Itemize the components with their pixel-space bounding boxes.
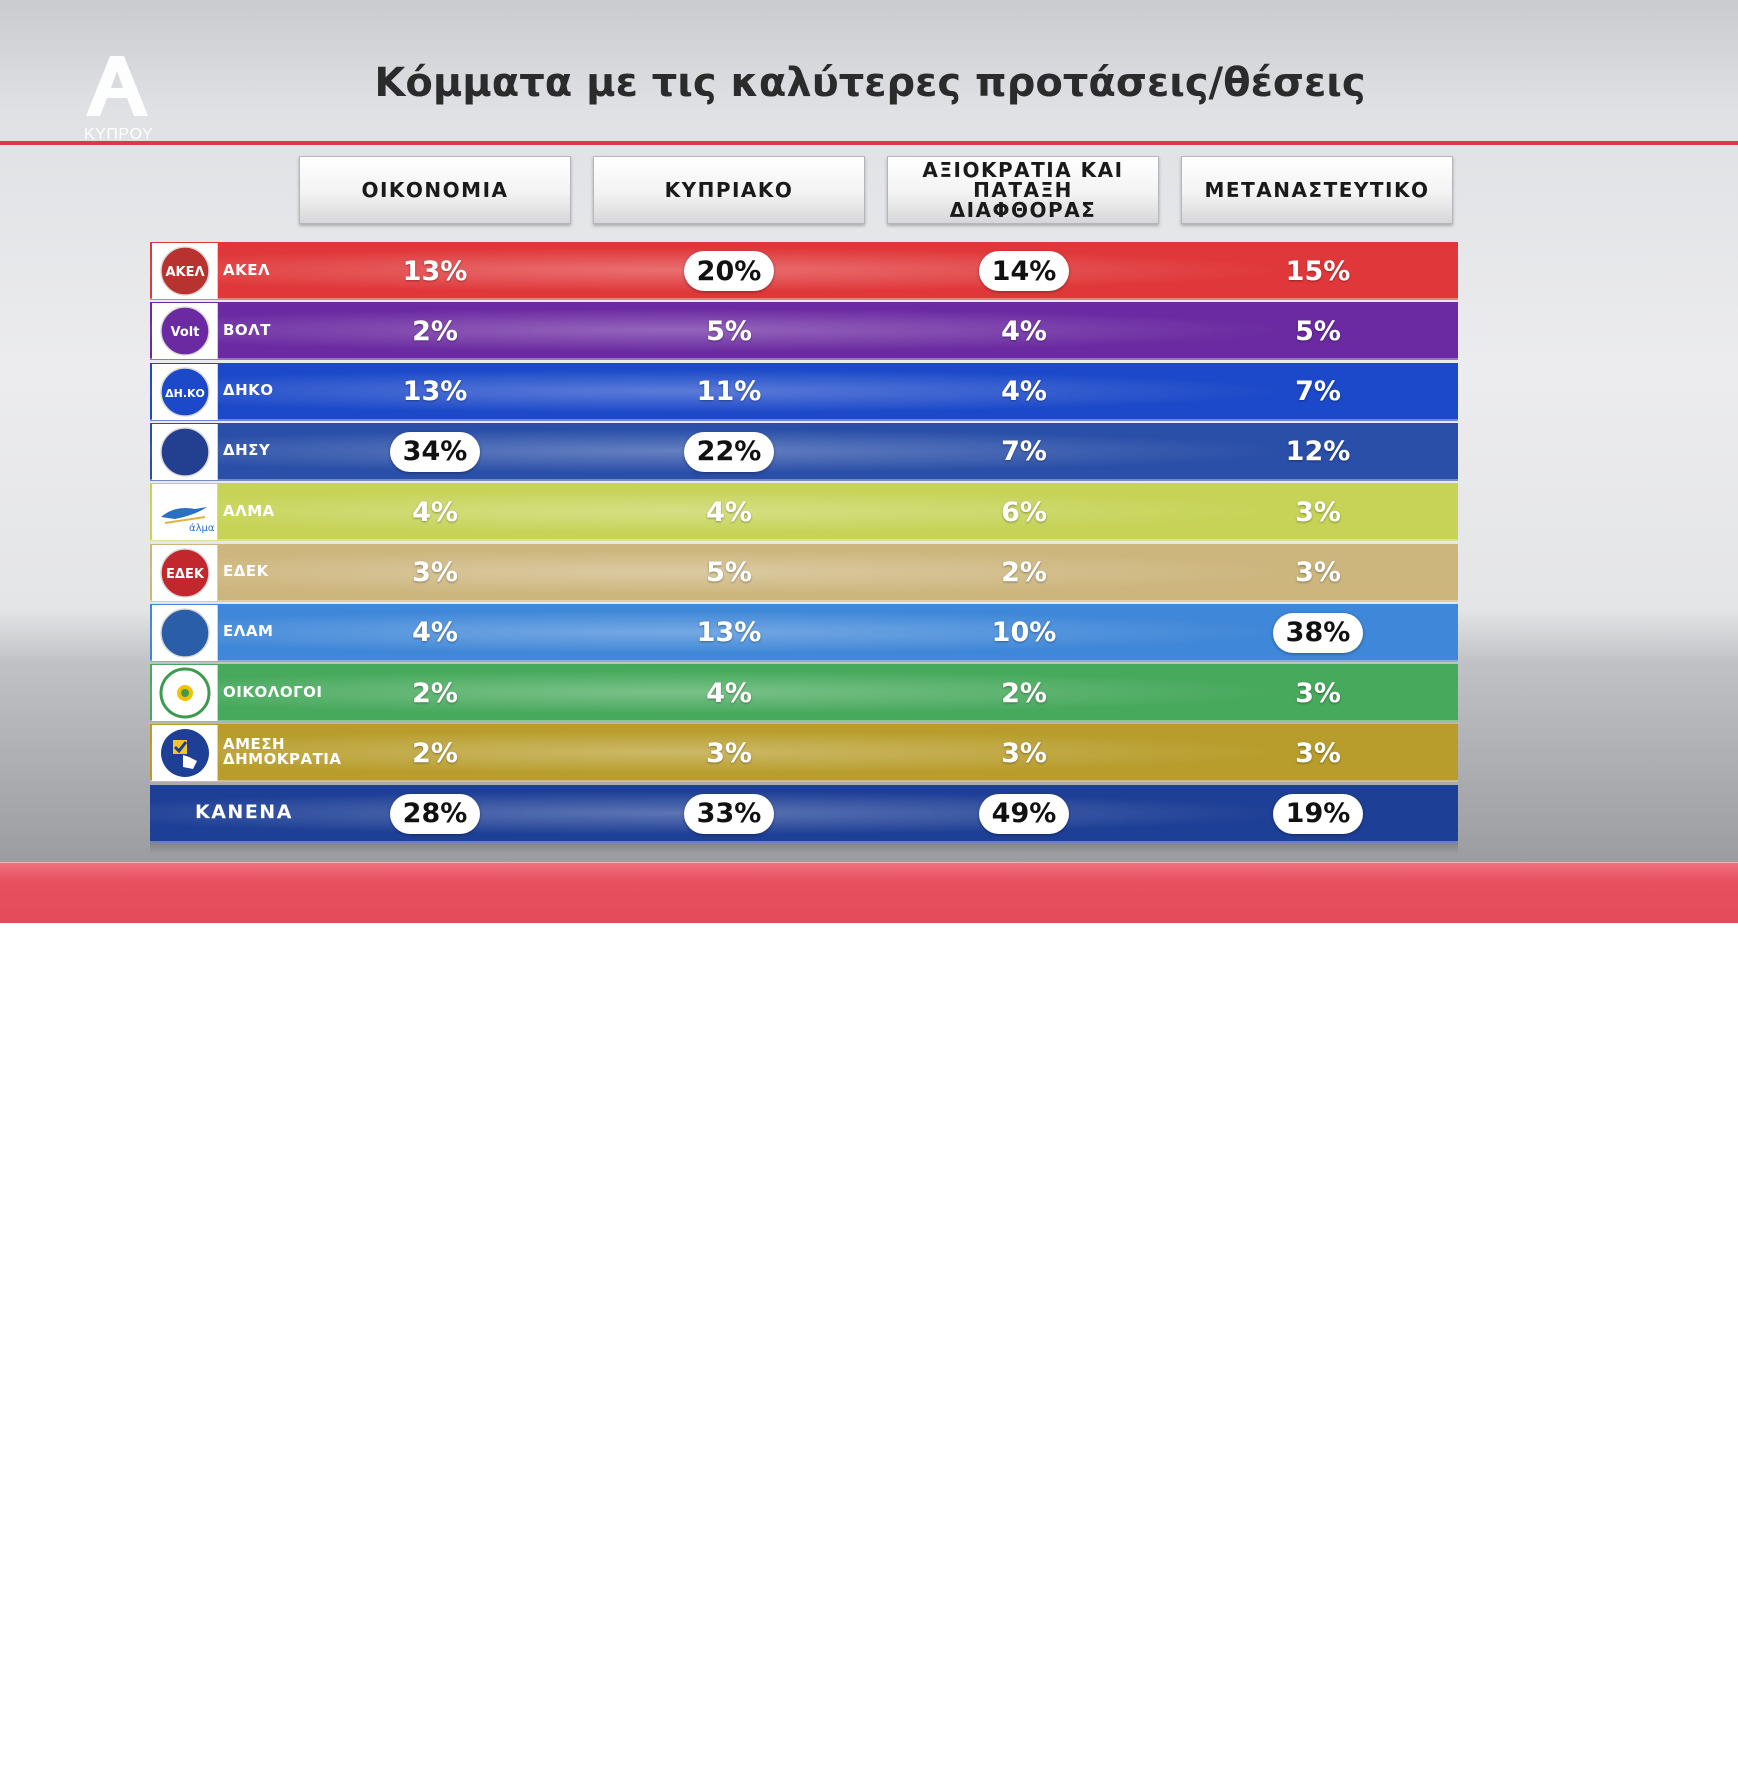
value-cell: 34%	[390, 431, 480, 472]
top-divider-line	[0, 141, 1738, 145]
party-name: ΚΑΝΕΝΑ	[195, 801, 293, 824]
footer-band: RAIN Consultants Ltd	[0, 862, 1738, 1781]
value-cell: 3%	[1295, 677, 1341, 709]
value-cell: 3%	[1295, 496, 1341, 528]
value-cell: 49%	[979, 793, 1069, 834]
value-cell: 4%	[412, 617, 458, 649]
party-name: ΑΚΕΛ	[223, 260, 271, 279]
party-name: ΟΙΚΟΛΟΓΟΙ	[223, 682, 323, 701]
value-cell: 2%	[412, 737, 458, 769]
value-cell: 11%	[696, 376, 762, 408]
party-logo-icon	[152, 725, 218, 782]
column-header: ΜΕΤΑΝΑΣΤΕΥΤΙΚΟ	[1181, 156, 1453, 224]
svg-text:Volt: Volt	[170, 325, 199, 340]
svg-text:ΕΔΕΚ: ΕΔΕΚ	[166, 567, 205, 582]
value-cell: 2%	[1001, 557, 1047, 588]
value-cell: 4%	[412, 496, 458, 528]
table-shadow	[150, 840, 1458, 854]
value-cell: 12%	[1285, 436, 1351, 468]
party-name: ΒΟΛΤ	[223, 320, 272, 339]
page-title: Κόμματα με τις καλύτερες προτάσεις/θέσει…	[374, 60, 1366, 106]
party-logo-icon: ΕΔΕΚ	[152, 544, 218, 601]
party-logo-icon	[152, 423, 218, 480]
value-cell: 20%	[684, 251, 774, 291]
value-cell: 3%	[1295, 737, 1341, 769]
value-cell: 22%	[684, 431, 774, 472]
value-cell: 19%	[1273, 793, 1363, 834]
table-row: ΕΛΑΜ 4% 13% 10% 38%	[150, 603, 1458, 662]
pollster-subtitle: Consultants Ltd	[1490, 1767, 1596, 1781]
value-cell: 7%	[1001, 436, 1047, 468]
value-cell: 4%	[1001, 376, 1047, 408]
value-cell: 2%	[1001, 677, 1047, 709]
value-cell: 28%	[390, 793, 480, 834]
party-logo-icon: άλμα	[152, 484, 218, 541]
value-cell: 6%	[1001, 496, 1047, 528]
value-cell: 13%	[402, 255, 468, 287]
svg-text:ΑΚΕΛ: ΑΚΕΛ	[165, 265, 204, 280]
channel-logo-subtitle: ΚΥΠΡΟΥ	[84, 126, 154, 143]
pollster-name: RAIN	[1486, 1729, 1598, 1771]
value-cell: 10%	[991, 617, 1057, 649]
channel-logo: ΚΥΠΡΟΥ	[80, 52, 160, 148]
party-name: ΑΜΕΣΗ ΔΗΜΟΚΡΑΤΙΑ	[223, 735, 342, 769]
party-name: ΕΛΑΜ	[223, 622, 274, 641]
pollster-logo: RAIN Consultants Ltd	[1486, 1731, 1626, 1783]
table-row: ΚΑΝΕΝΑ 28% 33% 49% 19%	[150, 784, 1458, 843]
column-header: ΑΞΙΟΚΡΑΤΙΑ ΚΑΙ ΠΑΤΑΞΗ ΔΙΑΦΘΟΡΑΣ	[887, 156, 1159, 224]
party-name: ΔΗΣΥ	[223, 441, 271, 460]
party-logo-icon: Volt	[152, 303, 218, 360]
value-cell: 4%	[706, 677, 752, 709]
party-logo-icon	[152, 665, 218, 722]
value-cell: 2%	[412, 677, 458, 709]
party-logo-icon: ΔΗ.ΚΟ	[152, 363, 218, 420]
value-cell: 14%	[979, 251, 1069, 291]
value-cell: 15%	[1285, 255, 1351, 287]
table-row: ΑΚΕΛ ΑΚΕΛ 13% 20% 14% 15%	[150, 242, 1458, 300]
table-row: ΟΙΚΟΛΟΓΟΙ 2% 4% 2% 3%	[150, 664, 1458, 723]
party-logo-icon	[152, 604, 218, 661]
value-cell: 3%	[1295, 557, 1341, 588]
value-cell: 13%	[402, 376, 468, 408]
table-row: ΕΔΕΚ ΕΔΕΚ 3% 5% 2% 3%	[150, 543, 1458, 602]
party-name: ΔΗΚΟ	[223, 381, 274, 400]
column-header: ΚΥΠΡΙΑΚΟ	[593, 156, 865, 224]
value-cell: 5%	[706, 557, 752, 588]
value-cell: 4%	[706, 496, 752, 528]
value-cell: 2%	[412, 315, 458, 347]
value-cell: 38%	[1273, 612, 1363, 653]
table-row: άλμα ΑΛΜΑ 4% 4% 6% 3%	[150, 483, 1458, 542]
table-row: ΔΗ.ΚΟ ΔΗΚΟ 13% 11% 4% 7%	[150, 362, 1458, 421]
column-header: ΟΙΚΟΝΟΜΙΑ	[299, 156, 571, 224]
party-name: ΑΛΜΑ	[223, 501, 275, 520]
value-cell: 7%	[1295, 376, 1341, 408]
value-cell: 3%	[412, 557, 458, 588]
value-cell: 13%	[696, 617, 762, 649]
value-cell: 5%	[706, 315, 752, 347]
party-name: ΕΔΕΚ	[223, 562, 269, 580]
table-row: ΑΜΕΣΗ ΔΗΜΟΚΡΑΤΙΑ 2% 3% 3% 3%	[150, 724, 1458, 783]
value-cell: 3%	[1001, 737, 1047, 769]
alpha-logo-icon	[86, 56, 148, 116]
table-row: ΔΗΣΥ 34% 22% 7% 12%	[150, 422, 1458, 481]
table-row: Volt ΒΟΛΤ 2% 5% 4% 5%	[150, 302, 1458, 361]
svg-text:άλμα: άλμα	[189, 522, 215, 534]
value-cell: 33%	[684, 793, 774, 834]
value-cell: 3%	[706, 737, 752, 769]
svg-text:ΔΗ.ΚΟ: ΔΗ.ΚΟ	[165, 387, 205, 400]
value-cell: 5%	[1295, 315, 1341, 347]
value-cell: 4%	[1001, 315, 1047, 347]
party-logo-icon: ΑΚΕΛ	[152, 243, 218, 299]
